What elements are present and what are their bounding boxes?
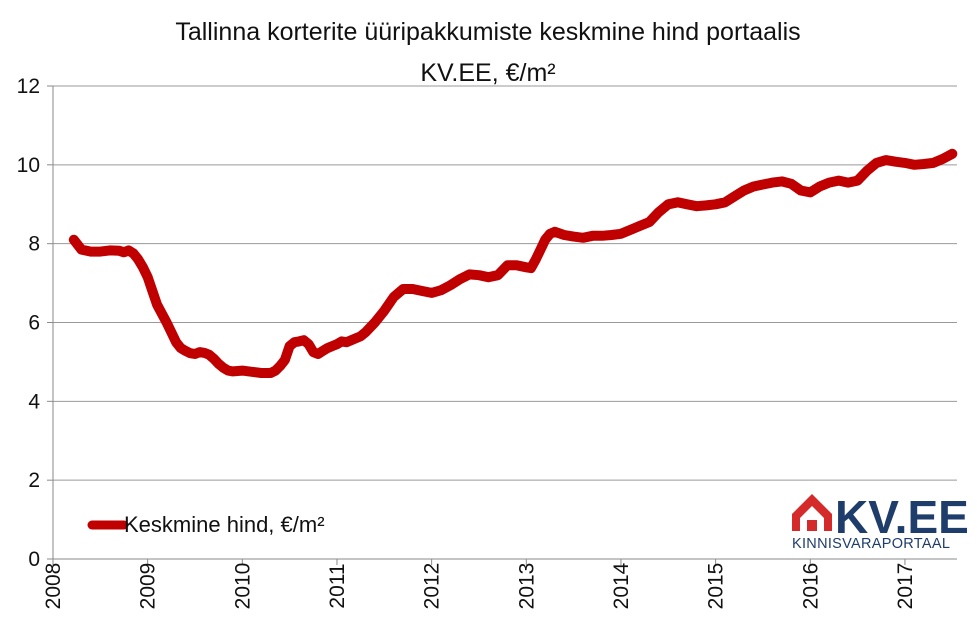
series-layer <box>68 148 958 378</box>
y-tick-label: 4 <box>28 390 40 413</box>
x-tick-label: 2011 <box>326 563 349 608</box>
series-line <box>68 148 958 378</box>
gridlines <box>53 85 957 481</box>
house-logo-icon <box>792 494 832 531</box>
x-tick-label: 2015 <box>705 563 728 610</box>
legend: Keskmine hind, €/m² <box>87 512 325 537</box>
x-tick-label: 2014 <box>610 562 633 609</box>
x-tick-label: 2010 <box>231 563 254 610</box>
logo-subtext: KINNISVARAPORTAAL <box>792 536 950 552</box>
y-tick-label: 10 <box>17 154 40 177</box>
x-tick-label: 2013 <box>515 563 538 610</box>
logo-text: KV.EE <box>835 491 969 543</box>
x-tick-label: 2008 <box>42 563 65 610</box>
x-tick-labels: 2008 2009 2010 2011 2012 2013 2014 2015 2016 2017 <box>42 562 917 609</box>
legend-label: Keskmine hind, €/m² <box>124 512 325 537</box>
x-tick-label: 2012 <box>421 563 444 610</box>
kv-logo: KV.EE KINNISVARAPORTAAL <box>792 491 969 552</box>
y-tick-label: 0 <box>28 548 40 571</box>
y-tick-label: 8 <box>28 233 40 256</box>
chart-title-line-2: KV.EE, €/m² <box>420 59 555 87</box>
x-tick-label: 2009 <box>137 563 160 610</box>
y-tick-label: 12 <box>17 75 40 98</box>
chart-title-line-1: Tallinna korterite üüripakkumiste keskmi… <box>175 18 800 46</box>
y-tick-labels: 0 2 4 6 8 10 12 <box>17 75 41 571</box>
y-tick-label: 6 <box>28 312 40 335</box>
y-tick-label: 2 <box>28 469 40 492</box>
x-tick-label: 2017 <box>894 563 917 610</box>
axes <box>47 85 957 565</box>
x-tick-label: 2016 <box>799 563 822 610</box>
